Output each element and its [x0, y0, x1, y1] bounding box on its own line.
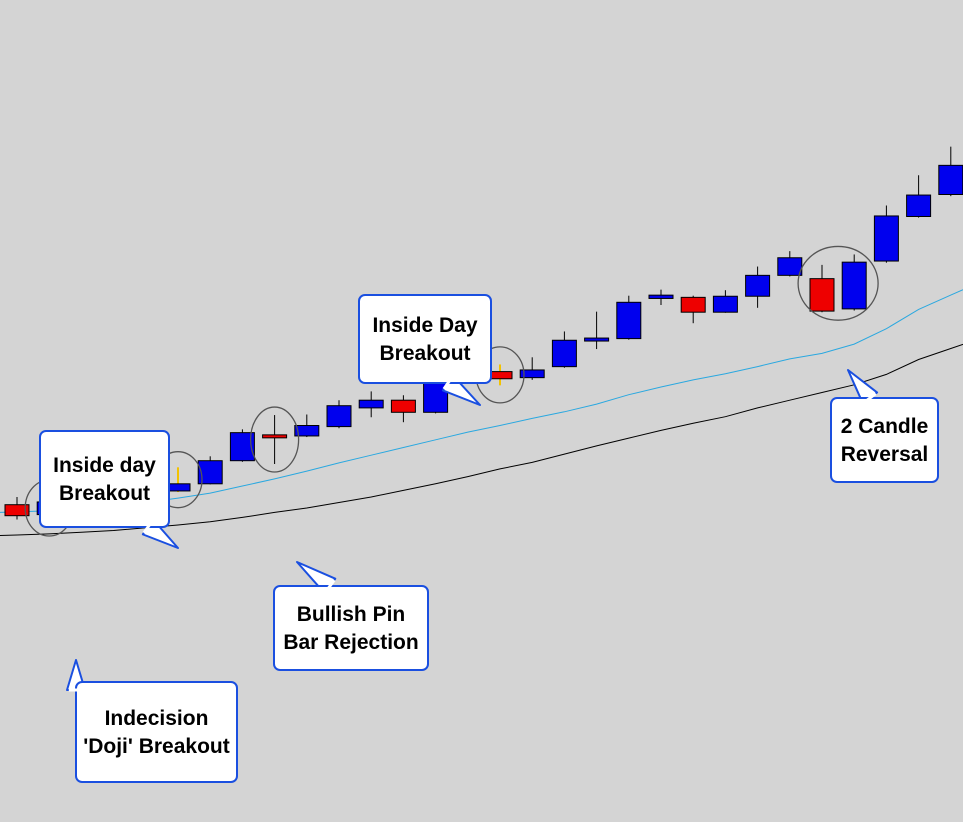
callout-label-line: Bullish Pin	[297, 603, 406, 626]
candle	[906, 175, 932, 218]
bullish-candle-body	[841, 261, 867, 310]
candle	[745, 266, 771, 308]
callout-seam	[324, 579, 336, 593]
candle	[262, 415, 288, 464]
callout-label-line: 2 Candle	[841, 415, 929, 438]
bullish-candle-body	[519, 369, 545, 379]
candle	[712, 290, 738, 313]
candle	[680, 295, 706, 324]
callout-box	[830, 397, 939, 483]
bullish-candle-body	[358, 399, 384, 409]
callout-label-line: Inside Day	[372, 314, 477, 337]
callout-seam	[863, 392, 877, 404]
bullish-candle-body	[873, 215, 899, 262]
bullish-candle-body	[294, 425, 320, 437]
annotation-callout: 2 Candle Reversal	[830, 369, 939, 483]
bullish-candle-body	[906, 194, 932, 218]
pattern-highlight-ellipse	[249, 406, 300, 473]
candle	[616, 295, 642, 340]
bullish-candle-body	[712, 295, 738, 313]
bullish-candle-body	[648, 294, 674, 299]
callout-label-line: 'Doji' Breakout	[83, 735, 230, 758]
bullish-candle-body	[616, 301, 642, 340]
annotation-callouts: Indecision 'Doji' Breakout Inside day Break…	[39, 294, 939, 783]
candle	[326, 400, 352, 429]
callout-seam	[442, 376, 454, 390]
callout-label-line: Inside day	[53, 454, 156, 477]
pattern-highlight-ellipse	[797, 245, 879, 321]
callout-seam	[142, 520, 154, 534]
callout-box	[358, 294, 492, 384]
annotation-callout: Inside Day Breakout	[358, 294, 492, 406]
bearish-candle-body	[680, 296, 706, 313]
candle	[4, 497, 30, 520]
bearish-candle-body	[390, 399, 416, 413]
candle	[197, 456, 223, 485]
annotation-callout: Inside day Breakout	[39, 430, 179, 549]
candle	[841, 254, 867, 311]
annotation-callout: Bullish Pin Bar Rejection	[273, 561, 429, 671]
bearish-candle-body	[4, 504, 30, 517]
bullish-candle-body	[938, 164, 963, 196]
bullish-candle-body	[745, 274, 771, 297]
bearish-candle-body	[262, 434, 288, 439]
bullish-candle-body	[551, 339, 577, 368]
candle	[358, 391, 384, 418]
candle	[294, 414, 320, 438]
callout-label-line: Indecision	[105, 707, 209, 730]
candle	[938, 146, 963, 197]
candle	[648, 289, 674, 306]
callout-label-line: Bar Rejection	[283, 631, 418, 654]
candle	[873, 205, 899, 263]
candle	[809, 264, 835, 313]
callout-box	[75, 681, 238, 783]
callout-label-line: Breakout	[59, 482, 150, 505]
bearish-candle-body	[809, 278, 835, 312]
bullish-candle-body	[777, 257, 803, 276]
candle	[777, 251, 803, 277]
callout-label-line: Reversal	[841, 443, 929, 466]
candle	[519, 357, 545, 380]
candle	[551, 331, 577, 368]
callout-box	[273, 585, 429, 671]
annotation-callout: Indecision 'Doji' Breakout	[66, 659, 238, 783]
bullish-candle-body	[326, 405, 352, 428]
callout-label-line: Breakout	[379, 342, 470, 365]
bullish-candle-body	[197, 460, 223, 485]
candle	[390, 395, 416, 423]
bullish-candle-body	[584, 337, 610, 342]
candle	[584, 311, 610, 350]
callout-box	[39, 430, 170, 528]
